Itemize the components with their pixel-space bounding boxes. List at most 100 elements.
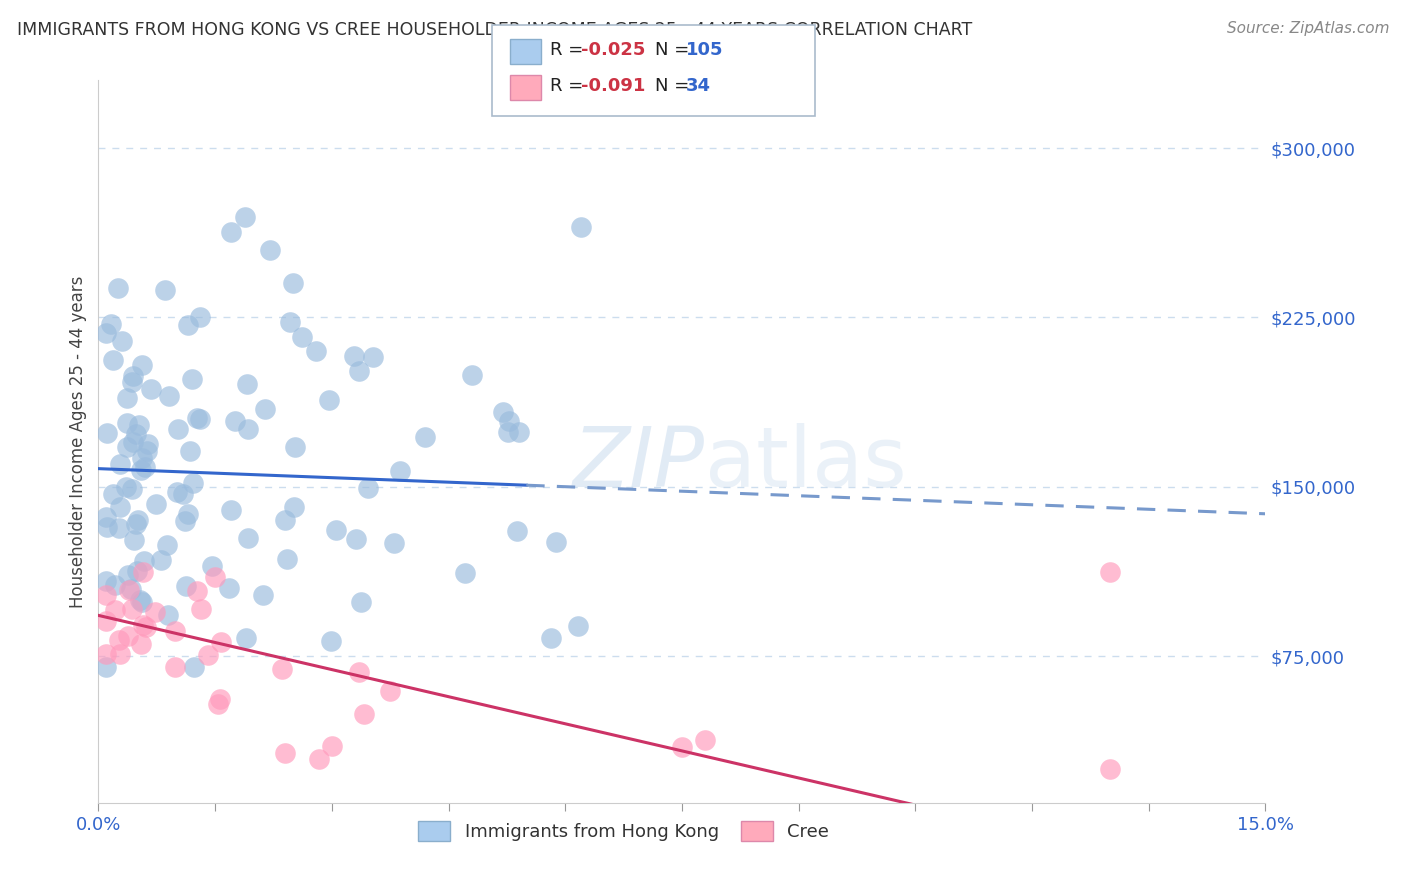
Point [321, 739, 343, 754]
Point [183, 660, 205, 674]
Point [125, 427, 148, 442]
Point [101, 487, 124, 501]
Text: -0.091: -0.091 [581, 77, 645, 95]
Point [291, 330, 314, 344]
Point [132, 618, 155, 632]
Point [107, 633, 129, 648]
Point [121, 482, 143, 496]
Point [188, 310, 211, 325]
Point [284, 440, 307, 454]
Point [117, 391, 139, 405]
Point [103, 352, 125, 367]
Point [134, 554, 156, 568]
Point [173, 514, 195, 528]
Point [132, 565, 155, 579]
Point [104, 602, 127, 616]
Point [128, 417, 150, 432]
Point [218, 582, 240, 596]
Point [121, 375, 143, 389]
Point [280, 314, 302, 328]
Point [496, 425, 519, 439]
Point [131, 595, 153, 609]
Point [122, 368, 145, 383]
Point [179, 444, 201, 458]
Point [209, 635, 232, 649]
Point [219, 225, 242, 239]
Point [388, 464, 411, 478]
Text: -0.025: -0.025 [581, 41, 645, 59]
Point [283, 500, 305, 514]
Point [461, 368, 484, 382]
Point [308, 752, 330, 766]
Point [259, 243, 281, 257]
Point [107, 520, 129, 534]
Point [114, 480, 136, 494]
Point [115, 440, 138, 454]
Point [224, 414, 246, 428]
Point [236, 422, 259, 436]
Point [382, 536, 405, 550]
Point [96, 574, 118, 588]
Point [186, 584, 208, 599]
Point [115, 417, 138, 431]
Text: N =: N = [655, 41, 695, 59]
Point [127, 514, 149, 528]
Point [378, 684, 401, 698]
Y-axis label: Householder Income Ages 25 - 44 years: Householder Income Ages 25 - 44 years [69, 276, 87, 607]
Point [695, 733, 717, 747]
Point [172, 487, 194, 501]
Point [131, 450, 153, 465]
Point [188, 412, 211, 426]
Point [96, 510, 118, 524]
Point [197, 648, 219, 663]
Point [111, 334, 134, 348]
Point [671, 740, 693, 755]
Point [121, 601, 143, 615]
Point [506, 524, 529, 539]
Point [344, 532, 367, 546]
Point [413, 430, 436, 444]
Point [208, 692, 231, 706]
Point [569, 220, 592, 235]
Point [177, 318, 200, 333]
Point [100, 317, 122, 331]
Point [236, 531, 259, 545]
Point [350, 594, 373, 608]
Point [136, 437, 159, 451]
Point [343, 350, 366, 364]
Point [190, 602, 212, 616]
Point [492, 405, 515, 419]
Point [201, 559, 224, 574]
Point [540, 631, 562, 645]
Point [96, 425, 118, 440]
Point [145, 497, 167, 511]
Point [96, 647, 118, 661]
Point [129, 592, 152, 607]
Point [157, 607, 180, 622]
Point [134, 460, 156, 475]
Point [349, 665, 371, 680]
Point [347, 364, 370, 378]
Point [274, 746, 297, 760]
Point [96, 326, 118, 340]
Point [96, 614, 118, 628]
Point [363, 350, 385, 364]
Point [181, 476, 204, 491]
Point [125, 564, 148, 578]
Point [107, 280, 129, 294]
Point [157, 389, 180, 403]
Point [270, 662, 292, 676]
Point [319, 634, 342, 648]
Text: atlas: atlas [706, 423, 907, 504]
Point [118, 582, 141, 597]
Point [150, 553, 173, 567]
Point [124, 533, 146, 547]
Point [129, 463, 152, 477]
Point [96, 660, 118, 674]
Point [110, 500, 132, 514]
Point [357, 481, 380, 495]
Point [325, 523, 347, 537]
Point [454, 566, 477, 580]
Point [508, 425, 530, 440]
Point [108, 647, 131, 661]
